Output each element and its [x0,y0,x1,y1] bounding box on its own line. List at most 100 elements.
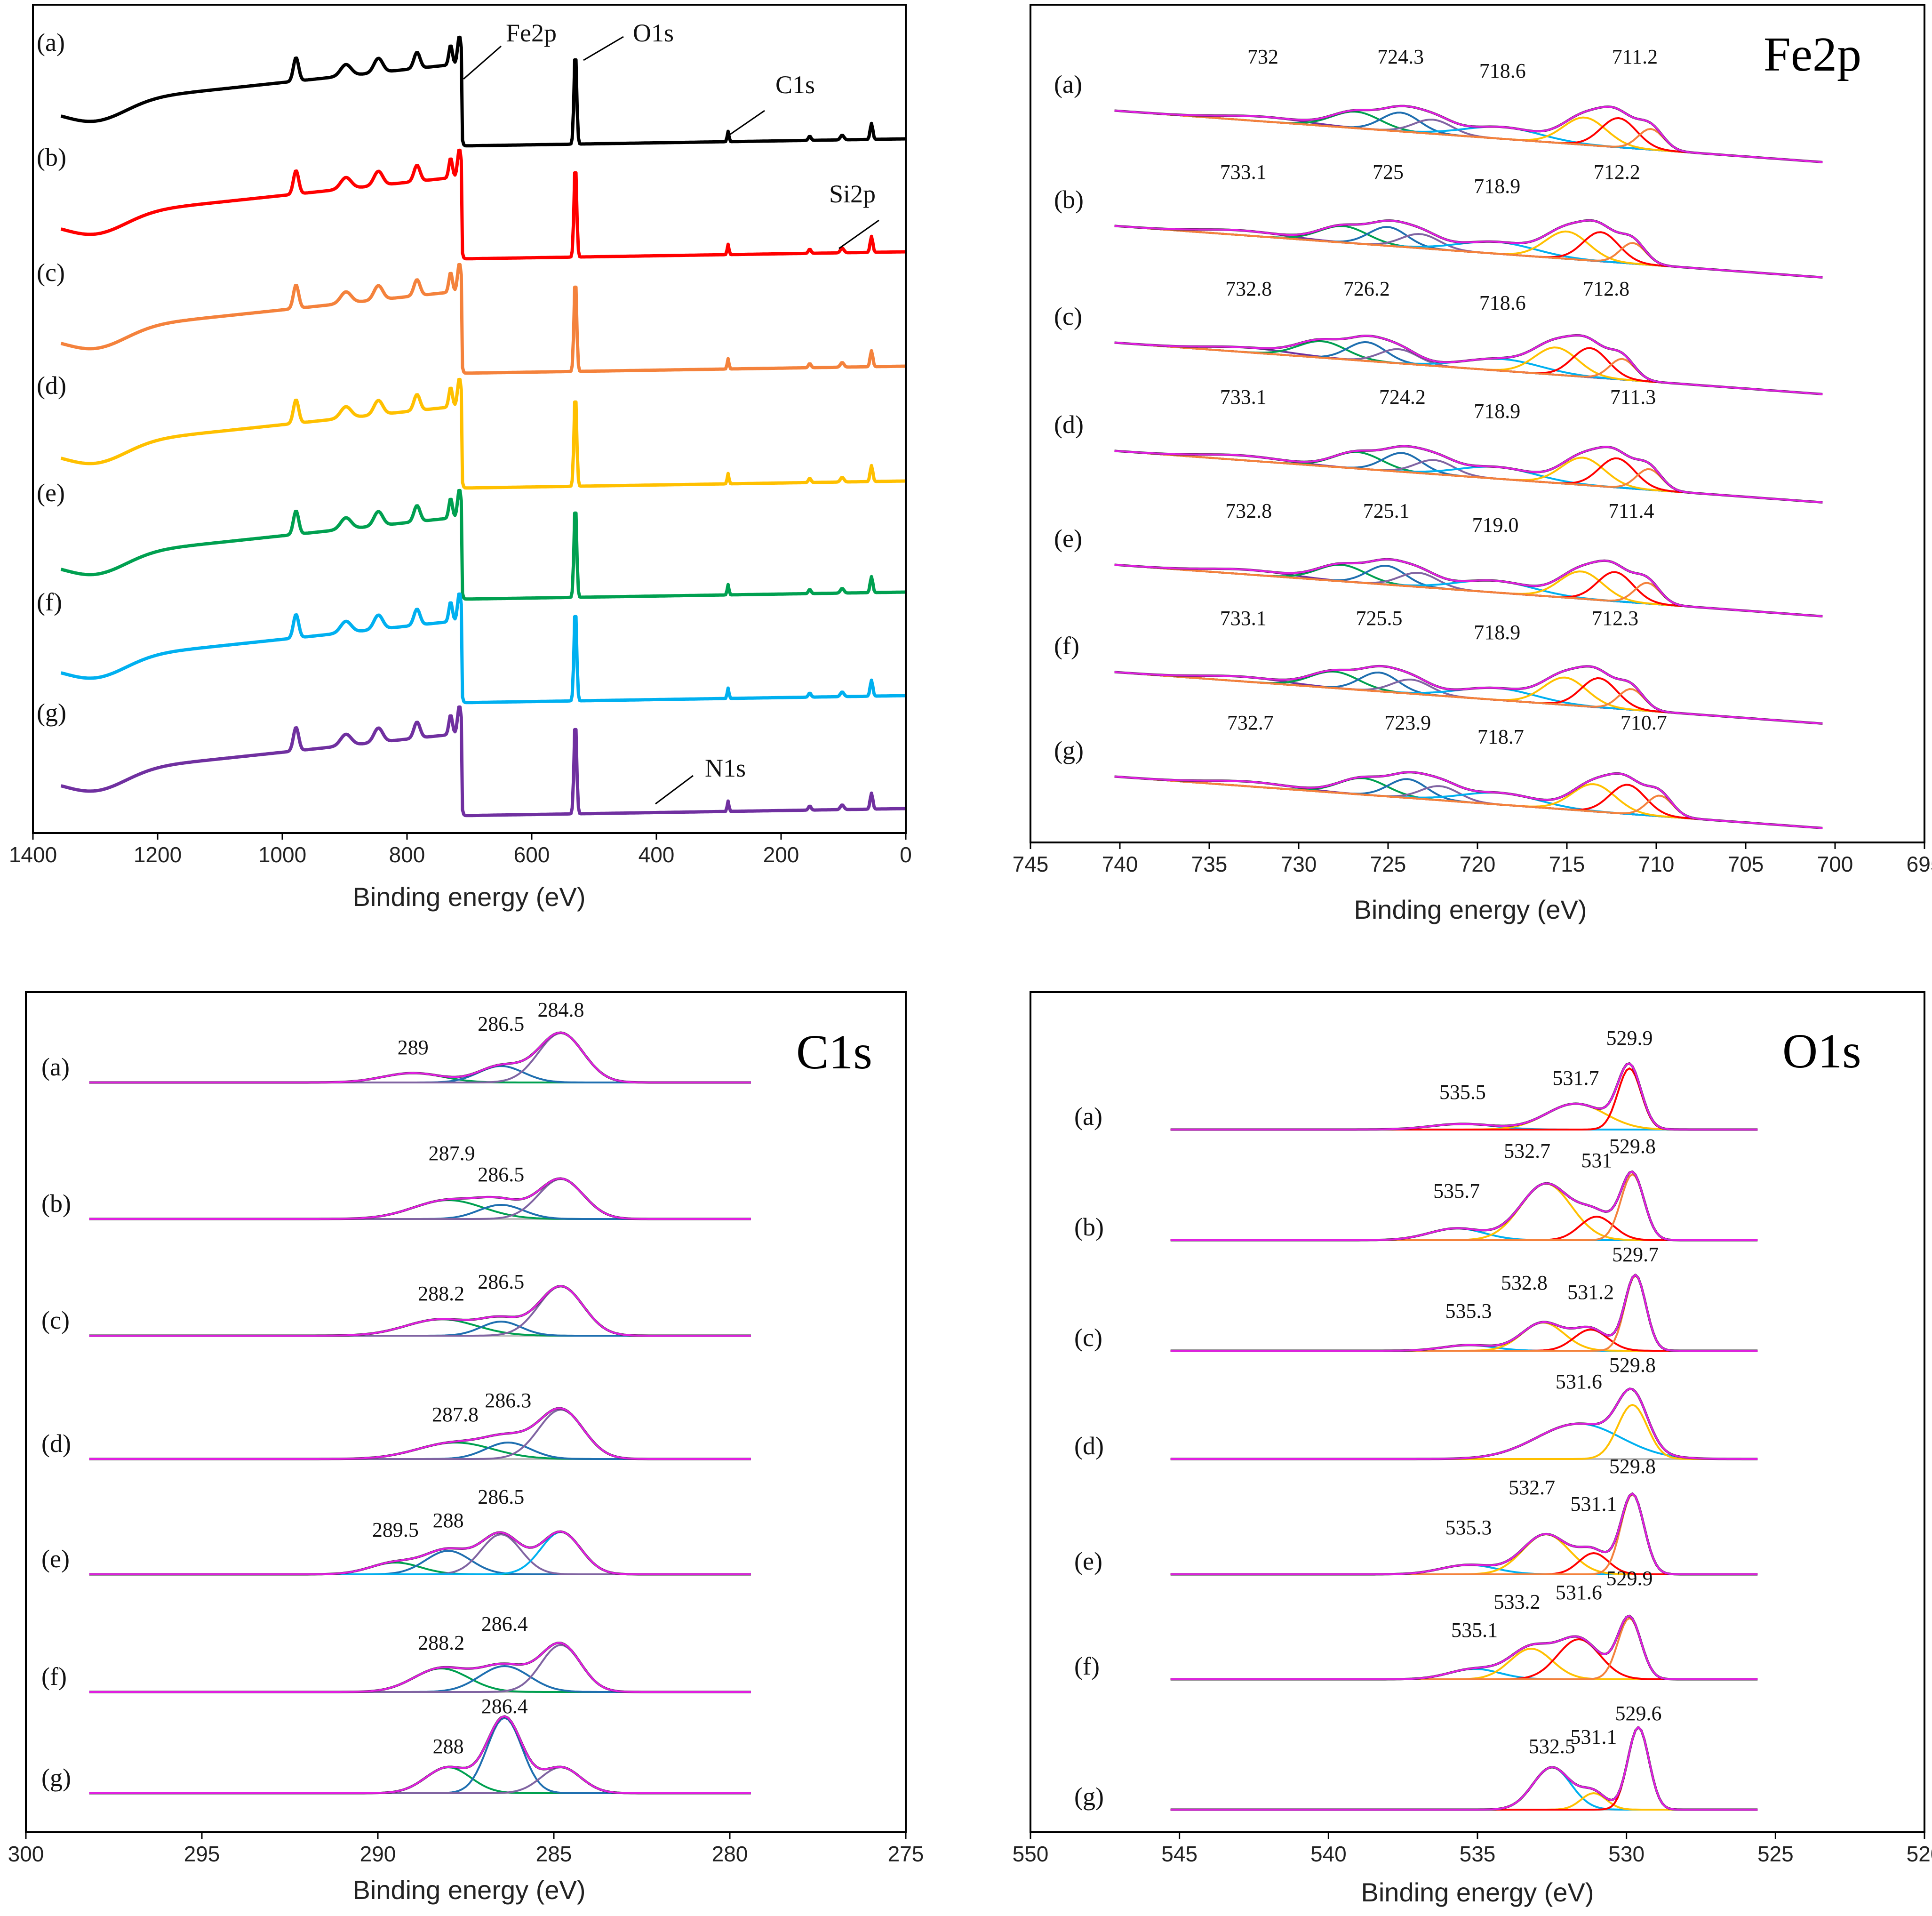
c1s-peak-label: 288.2 [418,1631,464,1654]
fe2p-peak-label: 712.3 [1592,607,1638,630]
survey-traces [60,35,906,818]
survey-x-tick-label: 400 [639,842,675,867]
fe2p-envelope-(e) [1114,558,1823,617]
survey-x-axis-title: Binding energy (eV) [353,882,586,912]
c1s-component-(e) [89,1533,751,1575]
o1s-component-(g) [1170,1726,1758,1811]
survey-row-label-f: (f) [37,588,62,616]
fe2p-envelope-(d) [1114,445,1823,504]
fe2p-peak-label: 718.7 [1477,725,1524,748]
survey-row-label-c: (c) [37,258,65,287]
survey-trace-(g) [60,705,906,818]
o1s-envelope-(d) [1170,1387,1758,1460]
o1s-component-(f) [1170,1638,1758,1680]
c1s-component-(b) [89,1199,751,1220]
survey-x-tick-label: 0 [900,842,912,867]
c1s-component-(e) [89,1550,751,1575]
fe2p-x-tick-label: 730 [1281,852,1317,876]
c1s-component-(f) [89,1665,751,1693]
c1s-row-label: (b) [41,1189,71,1218]
fe2p-envelope-(c) [1114,334,1823,395]
o1s-x-tick-label: 530 [1608,1842,1645,1866]
fe2p-peak-label: 724.2 [1379,385,1426,409]
c1s-component-(d) [89,1442,751,1460]
fe2p-x-tick-label: 705 [1728,852,1764,876]
fe2p-peak-label: 733.1 [1220,607,1267,630]
fe2p-row-label: (d) [1054,410,1084,439]
survey-row-label-g: (g) [37,698,66,727]
o1s-component-(c) [1170,1329,1758,1352]
o1s-x-tick-label: 520 [1907,1842,1932,1866]
survey-x-tick-label: 200 [763,842,799,867]
c1s-envelope-(f) [89,1642,751,1693]
fe2p-x-tick-label: 720 [1460,852,1496,876]
fe2p-envelope-(a) [1114,105,1823,163]
survey-trace-(b) [60,148,906,261]
survey-x-tick-label: 1000 [258,842,306,867]
o1s-peak-label: 531.1 [1571,1492,1617,1515]
o1s-component-(g) [1170,1792,1758,1811]
o1s-component-(g) [1170,1766,1758,1811]
c1s-x-axis-title: Binding energy (eV) [353,1875,586,1905]
o1s-envelope-(a) [1170,1062,1758,1130]
o1s-peak-label: 529.9 [1606,1567,1653,1590]
survey-x-axis: 1400 1200 1000 800 600 400 200 0 [9,832,912,867]
fe2p-x-axis-title: Binding energy (eV) [1354,895,1587,924]
survey-row-label-b: (b) [37,143,66,171]
o1s-x-tick-label: 550 [1013,1842,1049,1866]
fe2p-row-label: (f) [1054,632,1079,660]
fe2p-annotation: Fe2p [506,19,557,47]
o1s-peak-label: 532.5 [1529,1735,1575,1758]
o1s-peak-label: 531.7 [1553,1066,1599,1090]
c1s-row-label: (f) [41,1662,67,1691]
survey-row-label-d: (d) [37,371,66,400]
o1s-leader-line [583,36,624,61]
survey-row-label-e: (e) [37,479,65,507]
fe2p-peak-label: 711.4 [1608,499,1654,522]
survey-x-tick-label: 1400 [9,842,57,867]
fe2p-peak-label: 733.1 [1220,385,1267,409]
survey-panel: 1400 1200 1000 800 600 400 200 0 (a) (b) (c) (d… [9,4,912,912]
c1s-peak-label: 288.2 [418,1282,464,1305]
fe2p-frame [1030,4,1925,843]
c1s-x-tick-label: 275 [888,1842,924,1866]
fe2p-envelope-(f) [1114,665,1823,725]
survey-x-tick-label: 800 [389,842,425,867]
survey-x-tick-label: 1200 [134,842,182,867]
fe2p-row-label: (c) [1054,302,1082,330]
c1s-component-(b) [89,1178,751,1220]
fe2p-peak-label: 732.8 [1225,277,1272,300]
o1s-envelope-(f) [1170,1615,1758,1680]
o1s-component-(f) [1170,1648,1758,1680]
o1s-peak-label: 529.9 [1606,1026,1653,1050]
o1s-frame [1030,991,1925,1833]
c1s-row-label: (d) [41,1429,71,1458]
survey-trace-(f) [60,592,906,705]
c1s-peak-label: 286.4 [481,1695,528,1718]
survey-x-tick-label: 600 [514,842,550,867]
c1s-panel: C1s (a)289286.5284.8(b)286.5287.9(c)288.… [8,991,924,1905]
fe2p-peak-label: 712.2 [1594,160,1640,184]
fe2p-panel-title: Fe2p [1764,27,1861,81]
c1s-peak-label: 286.3 [485,1389,531,1412]
fe2p-plot-area: (a) 732 724.3 718.6 711.2 (b) 733.1 725 718.9 712… [1013,45,1932,876]
fe2p-x-tick-label: 715 [1549,852,1585,876]
o1s-peak-label: 529.8 [1609,1455,1656,1478]
c1s-peak-label: 289.5 [372,1518,419,1541]
fe2p-x-tick-label: 695 [1907,852,1932,876]
c1s-peak-label: 286.5 [478,1485,524,1508]
o1s-raw-(d) [1170,1387,1758,1460]
o1s-component-(d) [1170,1404,1758,1460]
c1s-x-tick-label: 290 [360,1842,396,1866]
fe2p-peak-label: 725.1 [1363,499,1410,522]
fe2p-x-tick-label: 710 [1638,852,1675,876]
o1s-row-label: (d) [1074,1432,1104,1460]
o1s-envelope-(b) [1170,1170,1758,1241]
fe2p-peak-label: 718.6 [1479,291,1526,314]
si2p-annotation: Si2p [829,180,876,208]
fe2p-peak-label: 718.6 [1479,59,1526,82]
survey-trace-(d) [60,377,906,490]
c1s-component-(f) [89,1667,751,1693]
fe2p-x-tick-label: 725 [1370,852,1406,876]
